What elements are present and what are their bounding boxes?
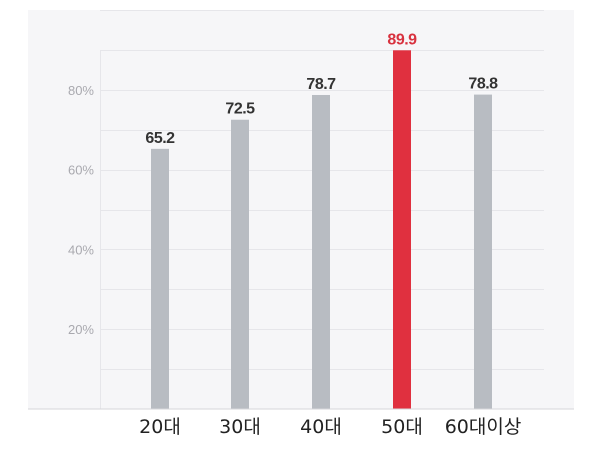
bar-value-label-30대: 72.5 (225, 101, 255, 118)
y-tick-label-80: 80% (68, 83, 94, 98)
bars (151, 50, 492, 410)
x-tick-label-30대: 30대 (219, 416, 261, 438)
y-tick-label-60: 60% (68, 163, 94, 178)
x-tick-label-20대: 20대 (139, 416, 181, 438)
plot-background (28, 10, 574, 409)
bar-30대 (231, 119, 249, 409)
bar-40대 (312, 94, 330, 409)
bar-50대 (393, 50, 411, 409)
bar-value-labels: 65.2 72.5 78.7 89.9 78.8 (145, 31, 498, 147)
bar-value-label-20대: 65.2 (145, 130, 175, 147)
bar-20대 (151, 148, 169, 410)
y-tick-label-40: 40% (68, 242, 94, 257)
x-tick-label-40대: 40대 (300, 416, 342, 438)
x-tick-label-50대: 50대 (381, 416, 423, 438)
x-tick-label-60대이상: 60대이상 (445, 416, 522, 438)
bar-value-label-50대: 89.9 (387, 31, 417, 48)
bar-value-label-40대: 78.7 (306, 76, 336, 93)
bar-value-label-60대이상: 78.8 (468, 76, 498, 93)
y-axis-ticks: 20% 40% 60% 80% (68, 83, 94, 337)
bar-60대이상 (474, 94, 492, 409)
x-axis-ticks: 20대 30대 40대 50대 60대이상 (139, 416, 521, 438)
y-tick-label-20: 20% (68, 322, 94, 337)
